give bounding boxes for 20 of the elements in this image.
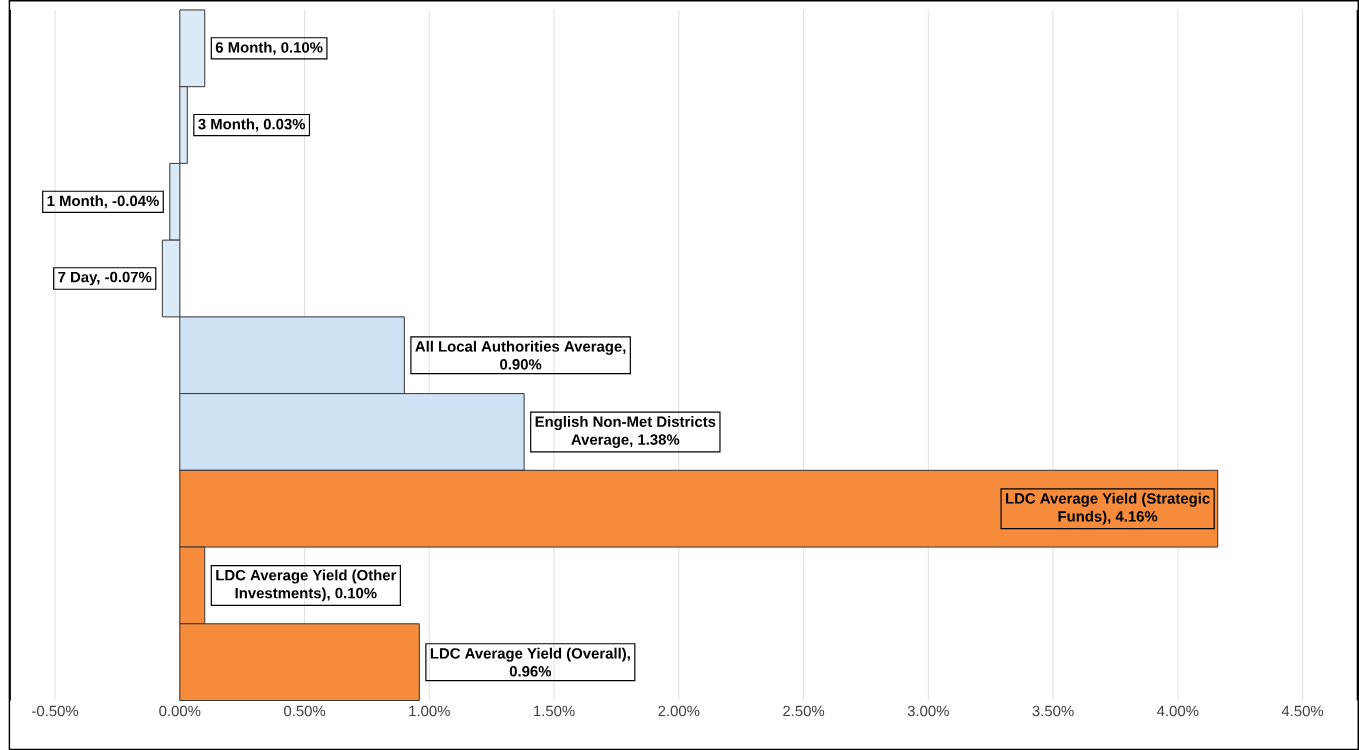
x-tick-label: 4.00%: [1157, 705, 1199, 717]
data-label: 6 Month, 0.10%: [215, 41, 323, 55]
data-label: All Local Authorities Average, 0.90%: [415, 340, 626, 370]
x-tick-label: 1.00%: [409, 705, 450, 717]
data-label: 7 Day, -0.07%: [58, 271, 152, 286]
x-tick-label: 4.50%: [1281, 705, 1324, 717]
data-label: LDC Average Yield (Strategic Funds), 4.16%: [1006, 492, 1210, 525]
x-tick-label: 0.00%: [159, 705, 201, 717]
x-tick-label: 2.50%: [783, 705, 825, 717]
x-tick-label: 0.50%: [284, 705, 326, 717]
x-tick-label: 2.00%: [658, 705, 700, 717]
data-label: English Non-Met Districts Average, 1.38%: [535, 415, 716, 448]
x-tick-label: 1.50%: [534, 705, 575, 717]
x-tick-label: 3.50%: [1032, 705, 1074, 717]
data-label: 1 Month, -0.04%: [47, 195, 159, 209]
x-tick-label: 3.00%: [907, 705, 949, 717]
data-label: LDC Average Yield (Other Investments), 0.10%: [216, 569, 397, 602]
data-label: 3 Month, 0.03%: [198, 118, 306, 132]
data-label: LDC Average Yield (Overall), 0.96%: [430, 647, 630, 677]
x-tick-label: -0.50%: [32, 705, 79, 717]
